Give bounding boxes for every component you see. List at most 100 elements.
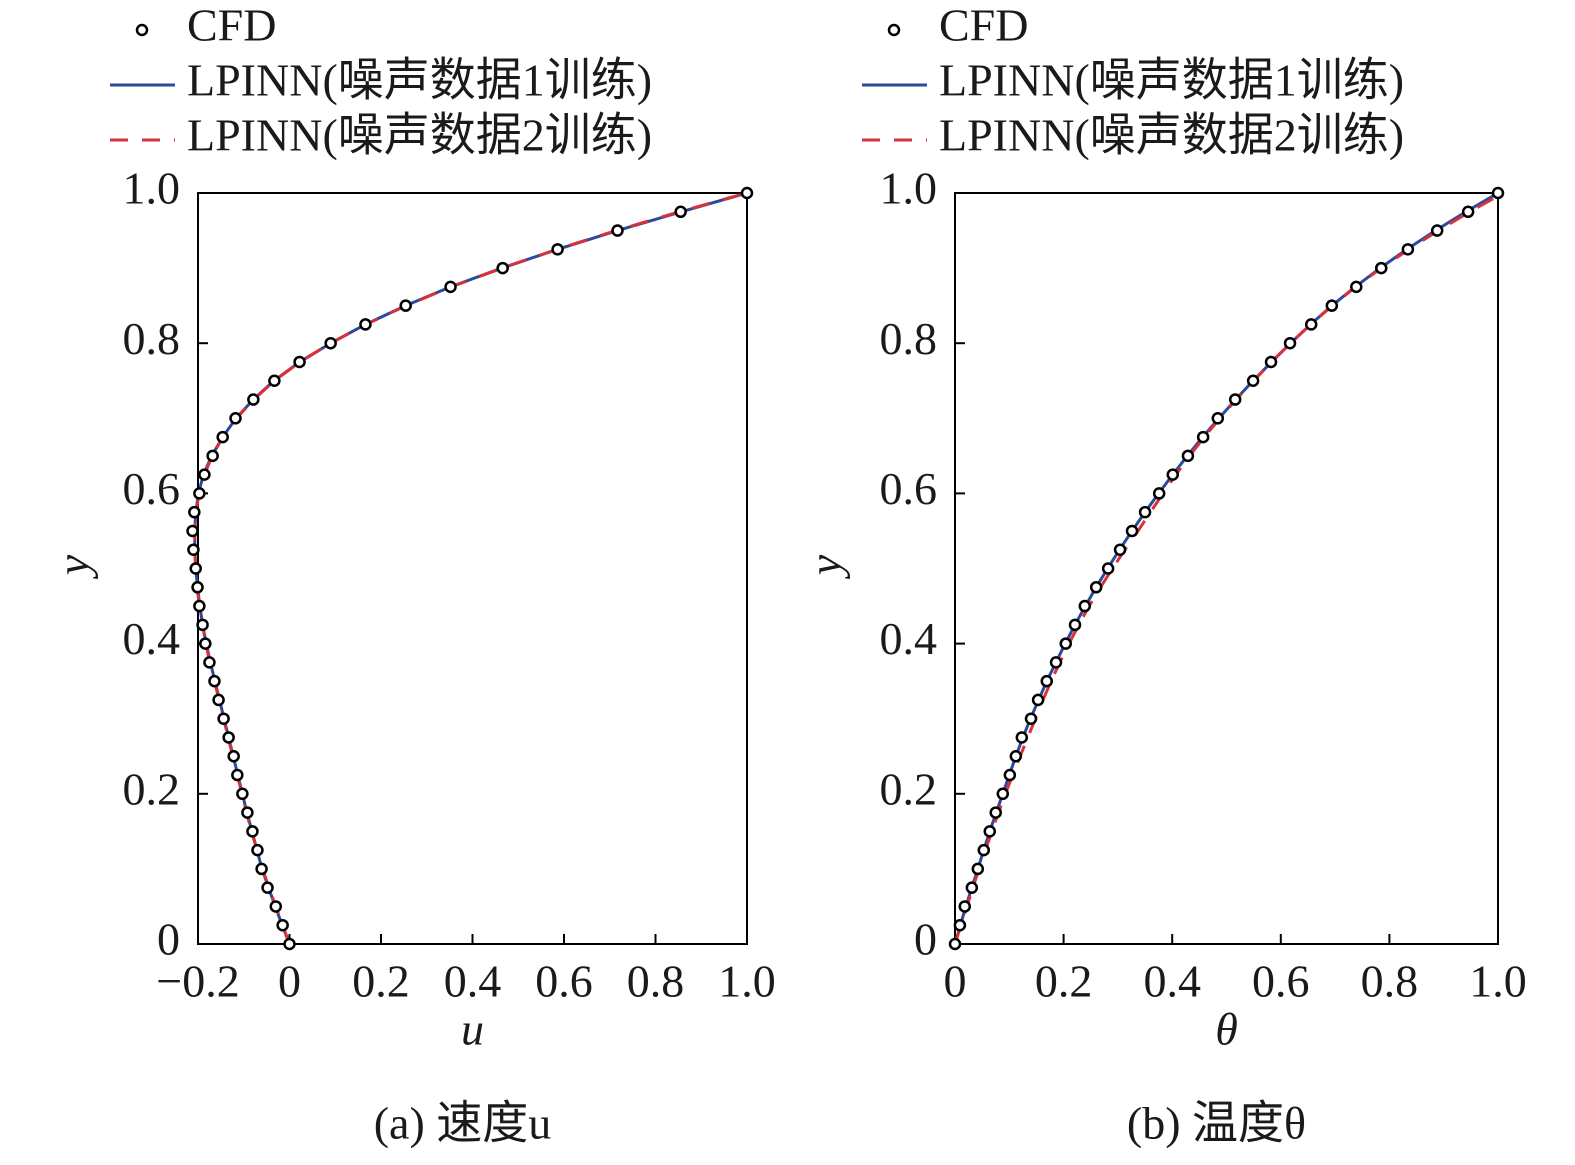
x-tick-label: −0.2 xyxy=(156,956,239,1007)
y-tick-label: 0.2 xyxy=(123,763,181,814)
data-point xyxy=(1089,581,1103,594)
legend-label: CFD xyxy=(187,0,276,51)
x-axis-label: θ xyxy=(1215,1004,1238,1055)
data-point xyxy=(236,787,249,801)
data-point xyxy=(953,918,967,932)
y-tick-label: 1.0 xyxy=(880,163,938,214)
data-point xyxy=(1283,336,1297,350)
axes-frame xyxy=(954,192,1499,945)
legend-label: LPINN(噪声数据1训练) xyxy=(939,55,1404,106)
x-tick-label: 0.6 xyxy=(1252,956,1310,1007)
y-axis-label: y xyxy=(800,554,851,579)
data-point xyxy=(231,768,244,782)
y-tick-label: 0.6 xyxy=(123,463,181,514)
data-point xyxy=(188,505,201,519)
x-tick-label: 0.2 xyxy=(1035,956,1093,1007)
data-point xyxy=(1401,243,1415,256)
caption: (b) 温度θ xyxy=(1127,1098,1306,1149)
data-point xyxy=(283,937,296,951)
data-point xyxy=(611,224,624,237)
x-tick-label: 0.8 xyxy=(627,956,685,1007)
x-tick-label: 0 xyxy=(278,956,301,1007)
data-point xyxy=(193,487,206,500)
data-point xyxy=(1181,449,1195,463)
data-point xyxy=(1101,562,1115,575)
data-point xyxy=(193,599,206,613)
data-point xyxy=(189,562,202,575)
y-axis-label: y xyxy=(48,554,99,579)
data-point xyxy=(1211,412,1225,425)
data-point xyxy=(247,393,260,406)
data-point xyxy=(971,862,985,876)
data-point xyxy=(293,355,306,369)
data-line xyxy=(193,191,748,945)
data-point xyxy=(186,524,199,538)
data-point xyxy=(198,468,211,481)
data-point xyxy=(208,674,221,688)
data-point xyxy=(399,299,412,312)
x-axis-label: u xyxy=(461,1004,484,1055)
data-point xyxy=(255,862,268,876)
data-point xyxy=(1068,618,1082,632)
data-point xyxy=(1325,299,1339,312)
x-tick-label: 1.0 xyxy=(1469,956,1527,1007)
data-point xyxy=(229,412,242,425)
data-point xyxy=(1264,355,1278,369)
data-point xyxy=(958,900,972,913)
data-point xyxy=(1228,393,1242,406)
data-point xyxy=(1246,374,1260,387)
data-point xyxy=(269,900,283,913)
x-tick-label: 0.4 xyxy=(444,956,502,1007)
data-point xyxy=(222,731,235,744)
data-point xyxy=(551,243,564,256)
data-point xyxy=(241,806,254,819)
data-point xyxy=(246,825,259,838)
caption: (a) 速度u xyxy=(374,1098,552,1149)
x-tick-label: 0.6 xyxy=(535,956,593,1007)
y-tick-label: 0.6 xyxy=(880,463,938,514)
axes-frame xyxy=(197,192,748,945)
legend-marker xyxy=(887,23,901,37)
data-point xyxy=(1003,768,1017,782)
data-point xyxy=(1196,430,1210,444)
data-point xyxy=(1049,656,1063,669)
data-point xyxy=(1461,205,1475,219)
data-point xyxy=(1491,186,1505,200)
x-tick-label: 0.8 xyxy=(1361,956,1419,1007)
data-line xyxy=(953,191,1505,945)
data-point xyxy=(444,280,457,294)
data-point xyxy=(196,618,209,632)
data-point xyxy=(1009,750,1023,763)
legend-label: LPINN(噪声数据1训练) xyxy=(187,55,652,106)
data-point xyxy=(1375,261,1388,275)
data-point xyxy=(187,543,200,556)
data-point xyxy=(1430,224,1444,237)
data-point xyxy=(1166,468,1179,481)
y-tick-label: 0.8 xyxy=(880,313,938,364)
data-point xyxy=(996,787,1010,801)
legend-marker xyxy=(135,23,149,37)
legend-label: LPINN(噪声数据2训练) xyxy=(187,110,652,161)
data-point xyxy=(206,449,219,463)
y-tick-label: 0.4 xyxy=(880,613,938,664)
data-point xyxy=(1015,731,1029,744)
data-point xyxy=(261,881,274,894)
data-point xyxy=(268,374,281,387)
data-point xyxy=(1350,280,1363,294)
data-point xyxy=(227,750,240,763)
data-point xyxy=(740,186,754,200)
x-tick-label: 1.0 xyxy=(718,956,776,1007)
data-point xyxy=(191,581,204,594)
y-tick-label: 0 xyxy=(914,914,937,965)
data-point xyxy=(251,843,264,857)
data-point xyxy=(217,712,230,725)
data-point xyxy=(1078,599,1092,613)
data-point xyxy=(1024,712,1038,725)
data-point xyxy=(216,430,229,444)
y-tick-label: 0.8 xyxy=(123,313,181,364)
x-tick-label: 0 xyxy=(944,956,967,1007)
data-point xyxy=(977,843,991,857)
y-tick-label: 1.0 xyxy=(123,163,181,214)
data-point xyxy=(1059,637,1073,650)
